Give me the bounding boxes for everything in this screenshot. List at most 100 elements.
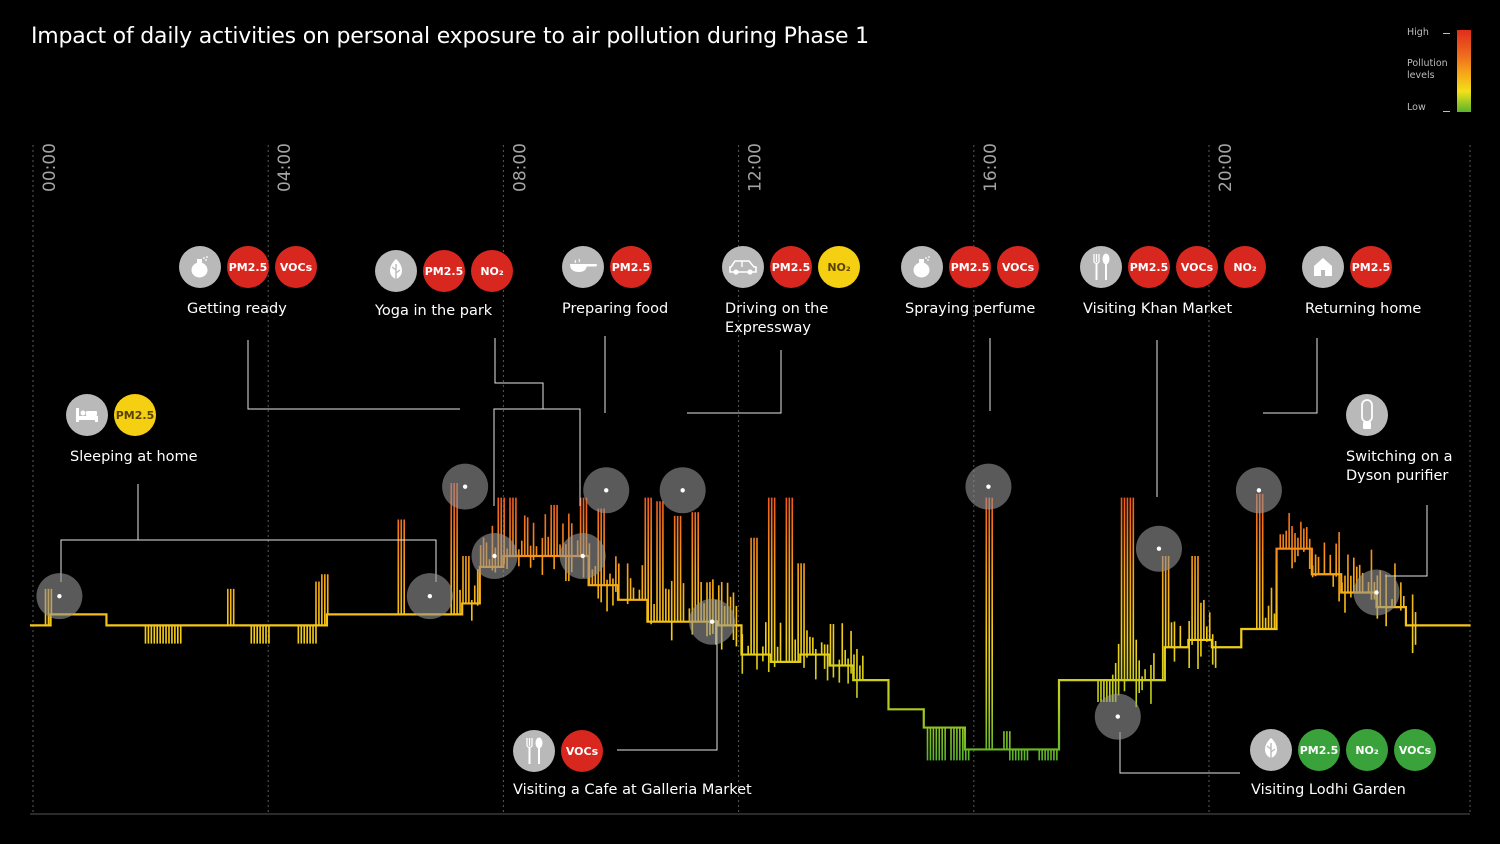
exposure-bar (1050, 749, 1052, 761)
activity-badges-returning-home: PM2.5 (1302, 246, 1392, 288)
exposure-bar (297, 625, 300, 644)
house-icon (1302, 246, 1344, 288)
exposure-bar (229, 588, 232, 626)
exposure-bar (785, 497, 788, 662)
exposure-bar (985, 497, 988, 750)
exposure-bar (256, 625, 258, 644)
exposure-bar (941, 727, 944, 761)
exposure-bar (650, 497, 652, 625)
activity-badges-perfume: PM2.5 VOCs (901, 246, 1039, 288)
chart-title: Impact of daily activities on personal e… (31, 24, 869, 49)
exposure-bar (797, 563, 799, 662)
exposure-bar (1353, 557, 1355, 593)
exposure-bar (929, 727, 932, 761)
exposure-bar (559, 544, 561, 556)
exposure-bar (753, 537, 755, 655)
exposure-bar (153, 625, 156, 644)
pollutant-badge: PM2.5 (1128, 246, 1170, 288)
hour-tick-label: 12:00 (746, 143, 766, 192)
exposure-bar (547, 536, 550, 556)
exposure-bar (174, 625, 176, 644)
exposure-bar (232, 588, 235, 626)
exposure-bar (468, 556, 470, 604)
activity-label-driving: Driving on the Expressway (725, 300, 828, 338)
exposure-bar (844, 650, 846, 666)
exposure-bar (1206, 626, 1208, 642)
exposure-bar (497, 497, 500, 567)
pollutant-badge: NO₂ (1346, 729, 1388, 771)
exposure-bar (471, 600, 473, 621)
exposure-bar (647, 497, 650, 622)
exposure-bar (1291, 526, 1293, 569)
exposure-bar (1123, 497, 1126, 692)
exposure-bar (862, 655, 864, 681)
exposure-bar (776, 646, 779, 662)
activity-label-line: Sleeping at home (70, 449, 198, 465)
exposure-bar (1191, 556, 1193, 645)
leaf-icon (1250, 729, 1292, 771)
pollutant-badge: NO₂ (471, 250, 513, 292)
exposure-bar (453, 483, 455, 615)
exposure-bar (1323, 542, 1326, 575)
air-purifier-icon (1346, 394, 1388, 436)
perfume-bottle-icon (179, 246, 221, 288)
exposure-bar (226, 588, 229, 626)
exposure-bar (697, 512, 699, 622)
exposure-bar (847, 658, 849, 684)
activity-label-getting-ready: Getting ready (187, 300, 287, 319)
exposure-bar (1314, 554, 1317, 577)
exposure-bar (1126, 497, 1129, 681)
exposure-bar (1026, 749, 1029, 761)
exposure-bar (926, 727, 929, 761)
exposure-bar (1003, 731, 1005, 750)
exposure-bar (1138, 660, 1140, 693)
exposure-bar (265, 625, 267, 644)
hour-tick-label: 04:00 (275, 143, 295, 192)
leaf-icon (375, 250, 417, 292)
exposure-bar (312, 625, 314, 644)
exposure-bar (603, 508, 605, 586)
exposure-bar (1214, 640, 1217, 668)
exposure-bar (400, 519, 403, 615)
exposure-bar (935, 727, 938, 761)
exposure-bar (515, 497, 517, 556)
exposure-bar (459, 589, 461, 615)
event-marker-dot (492, 553, 497, 559)
exposure-bar (556, 504, 558, 556)
exposure-bar (450, 483, 453, 615)
exposure-bar (518, 549, 520, 567)
activity-label-dyson: Switching on a Dyson purifier (1346, 448, 1453, 486)
exposure-bar (618, 563, 620, 600)
exposure-bar (165, 625, 167, 644)
exposure-bar (788, 497, 791, 662)
legend-mid-label-1: Pollution (1407, 58, 1448, 69)
pollutant-badge: NO₂ (818, 246, 860, 288)
exposure-bar (814, 648, 817, 680)
exposure-bar (1350, 575, 1352, 598)
activity-label-preparing-food: Preparing food (562, 300, 668, 319)
exposure-bar (1355, 566, 1358, 593)
exposure-bar (1150, 664, 1152, 704)
exposure-bar (562, 523, 564, 556)
activity-badges-dyson (1346, 394, 1388, 436)
exposure-bar (670, 580, 673, 641)
exposure-bar (1009, 731, 1011, 761)
exposure-bar (1041, 749, 1043, 761)
pollutant-badge: PM2.5 (1298, 729, 1340, 771)
exposure-bar (747, 645, 749, 655)
exposure-bar (171, 625, 173, 644)
exposure-bar (1332, 573, 1335, 587)
exposure-bar (1108, 680, 1111, 702)
exposure-bar (1203, 599, 1205, 640)
exposure-bar (750, 537, 752, 655)
activity-label-line: Dyson purifier (1346, 468, 1449, 484)
exposure-bar (326, 574, 329, 615)
activity-label-cafe: Visiting a Cafe at Galleria Market (513, 781, 752, 800)
exposure-bar (606, 579, 608, 612)
pollutant-badge: VOCs (561, 730, 603, 772)
exposure-bar (779, 622, 782, 662)
event-marker-dot (1115, 714, 1121, 719)
exposure-bar (1020, 749, 1023, 761)
legend-high-label: High (1407, 27, 1429, 38)
